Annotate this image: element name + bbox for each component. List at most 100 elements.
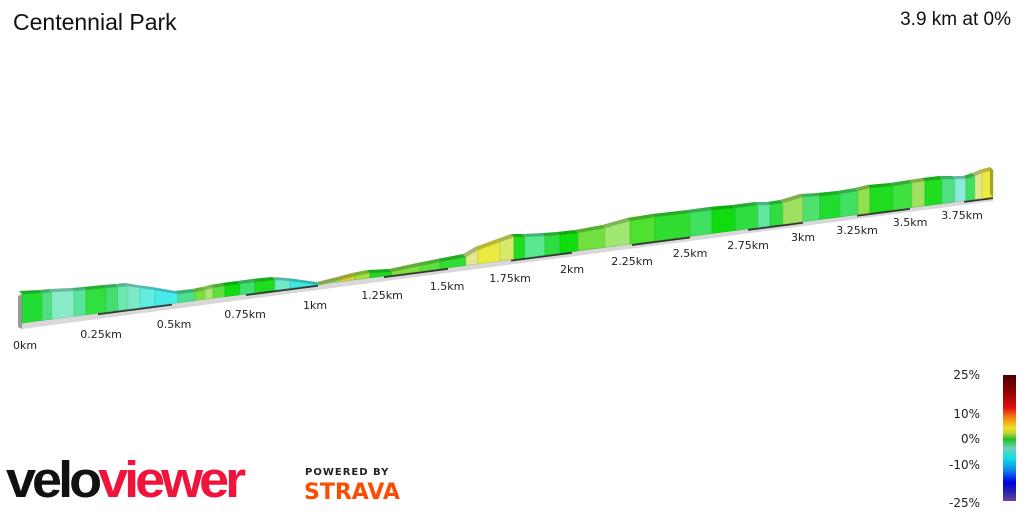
profile-segment xyxy=(524,235,546,259)
distance-tick-label: 0.75km xyxy=(224,308,266,321)
distance-tick-label: 3.25km xyxy=(836,224,878,237)
profile-segment xyxy=(194,289,206,301)
segment-top-face xyxy=(780,194,803,203)
profile-segment xyxy=(892,182,913,211)
segment-top-face xyxy=(627,214,655,221)
segment-top-face xyxy=(972,170,982,176)
segment-top-face xyxy=(817,191,840,196)
distance-tick-label: 2.75km xyxy=(727,239,769,252)
powered-by-label: POWERED BY xyxy=(305,467,390,478)
profile-segment xyxy=(965,175,976,201)
segment-top-face xyxy=(909,178,925,183)
profile-segment xyxy=(105,286,119,313)
segment-top-face xyxy=(511,234,525,237)
segment-top-face xyxy=(103,284,118,288)
segment-top-face xyxy=(437,254,466,262)
segment-top-face xyxy=(237,279,255,284)
legend-gradient-label: -25% xyxy=(948,496,980,510)
profile-segment xyxy=(869,185,894,214)
segment-top-face xyxy=(175,289,195,294)
profile-segment xyxy=(654,212,691,242)
page-title: Centennial Park xyxy=(13,9,177,35)
logo-velo-text: velo xyxy=(6,451,102,509)
segment-top-face xyxy=(652,210,690,217)
gradient-color-scale xyxy=(1003,375,1016,501)
profile-segment xyxy=(544,234,561,256)
profile-segment xyxy=(41,291,53,321)
segment-top-face xyxy=(602,218,630,228)
distance-tick-label: 1km xyxy=(303,299,327,312)
segment-top-face xyxy=(287,278,320,285)
segment-top-face xyxy=(755,202,770,205)
profile-side-face xyxy=(18,294,22,329)
segment-top-face xyxy=(463,247,478,257)
segment-top-face xyxy=(202,285,213,290)
segment-top-face xyxy=(732,202,758,208)
profile-segment xyxy=(711,207,736,234)
segment-top-face xyxy=(855,185,870,191)
segment-top-face xyxy=(125,283,140,288)
profile-segment xyxy=(204,287,214,300)
profile-segment xyxy=(911,180,926,208)
segment-top-face xyxy=(115,283,128,287)
distance-tick-label: 3km xyxy=(791,231,815,244)
route-summary: 3.9 km at 0% xyxy=(900,9,1011,30)
segment-top-face xyxy=(557,230,578,235)
distance-tick-labels: 0km 0.25km 0.5km 0.75km 1km 1.25km 1.5km 1.75km… xyxy=(13,209,983,352)
profile-segment xyxy=(85,287,107,316)
segment-top-face xyxy=(71,287,86,291)
logo-viewer-text: viewer xyxy=(98,451,246,509)
segment-top-face xyxy=(939,176,955,179)
segment-top-face xyxy=(922,176,942,181)
profile-end-face xyxy=(990,167,993,197)
profile-segment xyxy=(513,236,526,260)
segment-top-face xyxy=(475,239,500,250)
legend-gradient-label: 25% xyxy=(953,368,980,382)
segment-top-face xyxy=(222,281,240,286)
distance-tick-label: 3.5km xyxy=(893,216,928,229)
segment-top-face xyxy=(417,259,440,266)
segment-top-face xyxy=(389,263,420,272)
profile-segment xyxy=(274,279,291,291)
segment-top-face xyxy=(963,173,975,179)
profile-segment xyxy=(212,285,226,299)
legend-gradient-label: 0% xyxy=(960,432,980,446)
segment-top-face xyxy=(252,277,275,282)
profile-segment xyxy=(954,178,967,203)
segment-top-face xyxy=(837,188,858,194)
segment-top-face xyxy=(575,225,605,233)
segment-top-face xyxy=(952,176,966,179)
legend-gradient-label: -10% xyxy=(948,458,980,472)
segment-top-face xyxy=(210,283,225,288)
legend-gradient-label: 10% xyxy=(953,407,980,421)
segment-top-face xyxy=(890,180,912,186)
profile-segment xyxy=(941,178,956,204)
base-strip-light xyxy=(22,197,993,329)
segment-top-face xyxy=(867,183,893,188)
segment-top-face xyxy=(497,234,514,242)
profile-segment xyxy=(117,285,129,311)
profile-segment xyxy=(769,202,784,227)
segment-top-face xyxy=(317,277,340,285)
profile-segments xyxy=(18,167,994,329)
profile-segment xyxy=(177,291,196,304)
profile-segment xyxy=(734,204,759,231)
segment-top-face xyxy=(979,167,993,173)
distance-tick-label: 0.25km xyxy=(80,328,122,341)
segment-top-face xyxy=(152,287,178,294)
segment-top-face xyxy=(687,207,712,213)
gradient-legend: 25% 10% 0% -10% -25% xyxy=(948,366,1024,512)
segment-top-face xyxy=(337,273,355,280)
profile-segment xyxy=(239,281,256,296)
profile-segment xyxy=(839,190,859,218)
profile-segment xyxy=(51,290,75,320)
segment-top-face xyxy=(137,285,155,290)
distance-tick-label: 2km xyxy=(560,263,584,276)
segment-top-face xyxy=(83,285,106,290)
segment-top-face xyxy=(352,270,370,276)
distance-tick-label: 2.5km xyxy=(673,247,708,260)
segment-top-face xyxy=(767,200,783,205)
distance-tick-label: 0km xyxy=(13,339,37,352)
distance-tick-label: 3.75km xyxy=(941,209,983,222)
